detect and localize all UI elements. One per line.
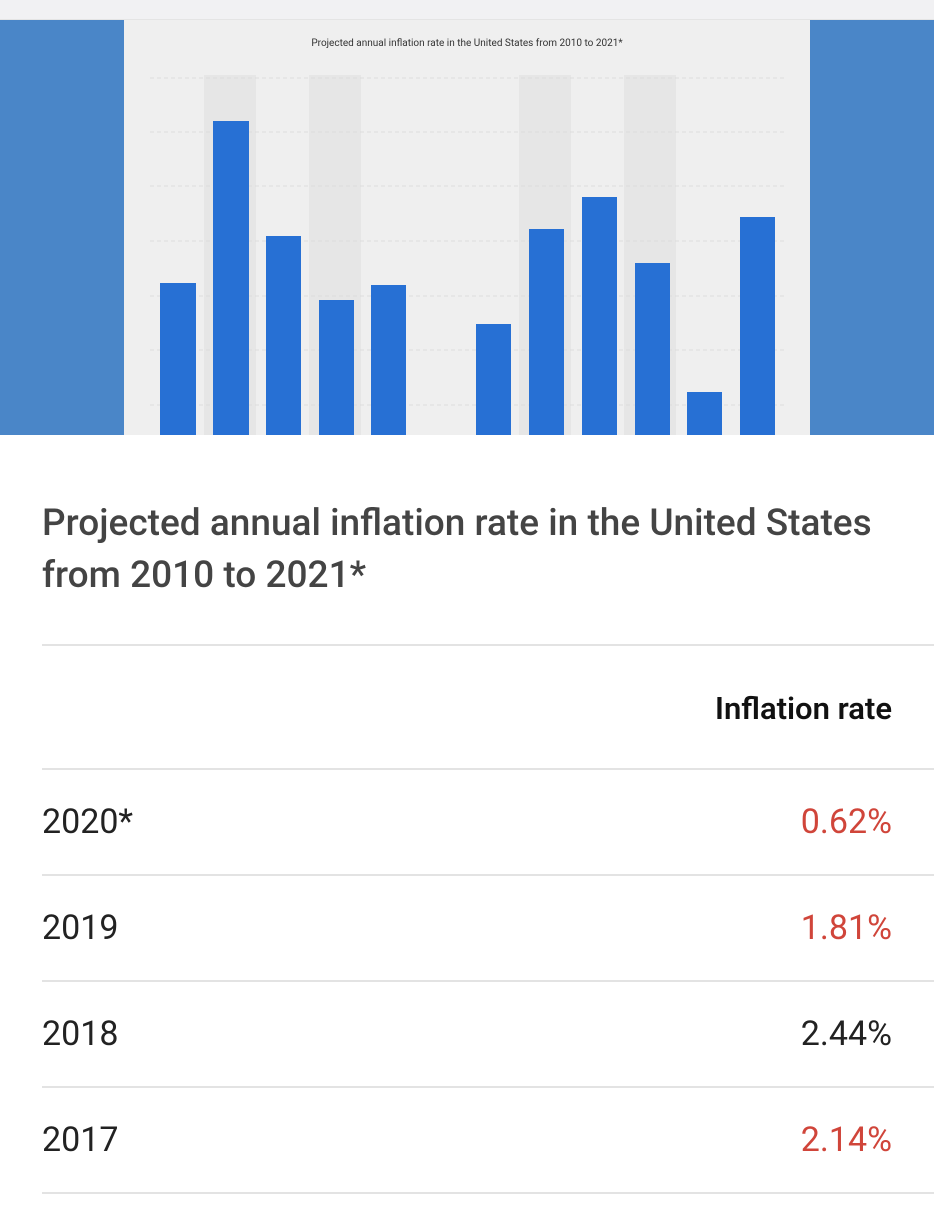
row-label: 2018 xyxy=(42,1014,119,1054)
row-label: 2020* xyxy=(42,802,134,842)
column-header: Inflation rate xyxy=(715,690,892,727)
chart-thumbnail[interactable]: Projected annual inflation rate in the U… xyxy=(0,20,934,435)
row-value: 0.62% xyxy=(800,802,892,842)
heading: Projected annual inflation rate in the U… xyxy=(42,502,872,597)
table-row[interactable]: 2017 2.14% xyxy=(42,1088,934,1194)
top-bar xyxy=(0,0,934,20)
table-header: Inflation rate xyxy=(42,644,934,770)
row-value: 2.44% xyxy=(800,1014,892,1054)
thumbnail-title: Projected annual inflation rate in the U… xyxy=(311,37,623,49)
table-row[interactable]: 2018 2.44% xyxy=(42,982,934,1088)
row-value: 2.14% xyxy=(800,1120,892,1160)
table-row[interactable]: 2020* 0.62% xyxy=(42,770,934,876)
row-label: 2019 xyxy=(42,908,119,948)
row-value: 1.81% xyxy=(800,908,892,948)
table: Inflation rate 2020* 0.62% 2019 1.81% 2018 2.… xyxy=(42,644,934,1194)
row-label: 2017 xyxy=(42,1120,119,1160)
table-row[interactable]: 2019 1.81% xyxy=(42,876,934,982)
thumbnail-image: Projected annual inflation rate in the U… xyxy=(124,20,810,435)
